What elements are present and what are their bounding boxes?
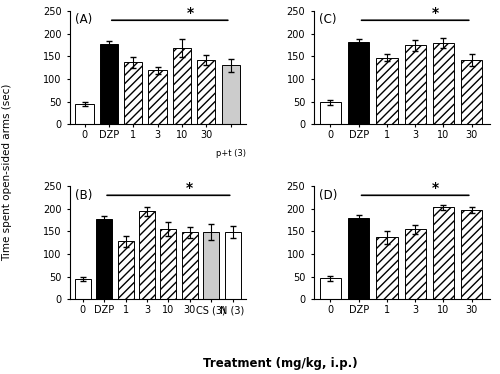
Bar: [139, 211, 155, 299]
Text: (A): (A): [76, 13, 92, 27]
Bar: [203, 232, 219, 299]
Bar: [433, 208, 454, 299]
Text: (C): (C): [319, 13, 336, 27]
Text: (B): (B): [76, 188, 92, 202]
Text: *: *: [432, 6, 439, 20]
Bar: [197, 60, 216, 124]
Text: *: *: [432, 181, 439, 195]
Bar: [461, 60, 482, 124]
Bar: [320, 102, 341, 124]
Bar: [160, 229, 176, 299]
Bar: [173, 48, 191, 124]
Bar: [376, 237, 398, 299]
Bar: [148, 70, 167, 124]
Bar: [348, 42, 370, 124]
Text: Time spent open-sided arms (sec): Time spent open-sided arms (sec): [2, 83, 12, 261]
Bar: [222, 65, 240, 124]
Text: Treatment (mg/kg, i.p.): Treatment (mg/kg, i.p.): [202, 357, 358, 370]
Bar: [433, 43, 454, 124]
Bar: [404, 229, 426, 299]
Bar: [404, 45, 426, 124]
Bar: [100, 44, 118, 124]
Bar: [376, 58, 398, 124]
Text: (D): (D): [319, 188, 337, 202]
Bar: [96, 219, 112, 299]
Bar: [124, 62, 142, 124]
Bar: [118, 241, 134, 299]
Text: p+t (3): p+t (3): [216, 149, 246, 158]
Bar: [182, 232, 198, 299]
Text: *: *: [186, 6, 194, 20]
Bar: [75, 279, 91, 299]
Bar: [348, 218, 370, 299]
Bar: [461, 210, 482, 299]
Bar: [224, 232, 240, 299]
Bar: [76, 104, 94, 124]
Bar: [320, 278, 341, 299]
Text: *: *: [186, 181, 192, 195]
